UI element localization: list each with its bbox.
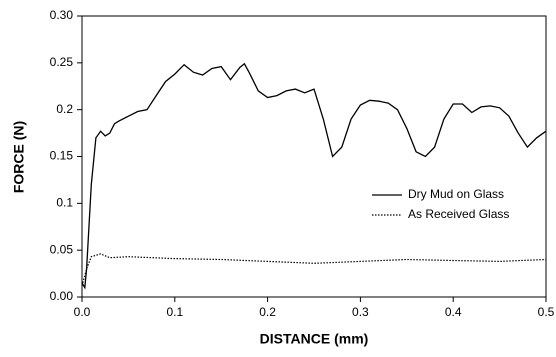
y-tick-label: 0.2 [56, 102, 73, 116]
plot-frame [81, 15, 547, 298]
series-line [81, 253, 547, 286]
legend-label: As Received Glass [408, 207, 509, 221]
y-tick-label: 0.05 [50, 242, 74, 256]
x-tick-label: 0.0 [74, 305, 91, 319]
series-line [81, 62, 547, 290]
x-axis-label: DISTANCE (mm) [260, 331, 369, 347]
y-tick-label: 0.00 [50, 289, 74, 303]
x-tick-label: 0.1 [166, 305, 183, 319]
legend-label: Dry Mud on Glass [408, 187, 504, 201]
y-tick-label: 0.1 [56, 196, 73, 210]
x-tick-label: 0.2 [259, 305, 276, 319]
y-tick-label: 0.30 [50, 8, 74, 22]
x-tick-label: 0.4 [445, 305, 462, 319]
y-tick-label: 0.15 [50, 149, 74, 163]
y-axis-label: FORCE (N) [11, 121, 27, 193]
x-tick-label: 0.3 [352, 305, 369, 319]
y-tick-label: 0.25 [50, 55, 74, 69]
x-tick-label: 0.5 [538, 305, 555, 319]
